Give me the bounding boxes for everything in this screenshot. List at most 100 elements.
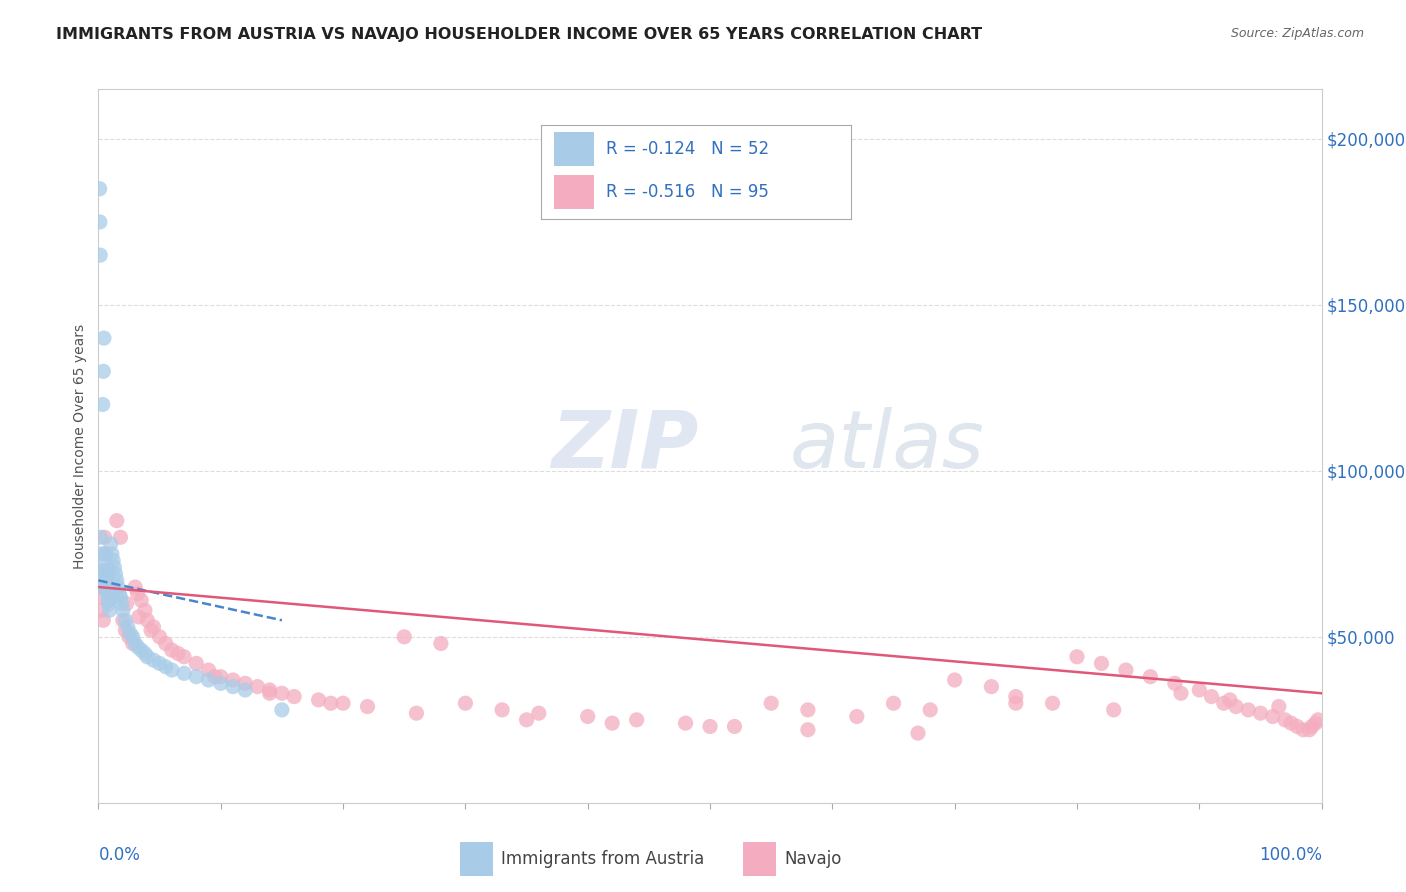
Point (89, 215, 111, 229)
Point (139, 624, 162, 638)
Point (259, 686, 281, 700)
Point (91, 397, 114, 411)
Point (1261, 709, 1284, 723)
Point (173, 649, 195, 664)
Point (1268, 699, 1291, 714)
Point (90, 570, 112, 584)
Point (91, 603, 114, 617)
Point (108, 587, 131, 601)
Point (173, 666, 195, 681)
Point (94, 547, 117, 561)
Point (845, 709, 868, 723)
Point (246, 680, 269, 694)
Point (270, 686, 294, 700)
Point (89, 248, 111, 262)
Point (103, 560, 125, 574)
Point (121, 636, 143, 650)
Point (797, 703, 820, 717)
FancyBboxPatch shape (554, 132, 593, 166)
Point (142, 653, 165, 667)
Point (1188, 682, 1211, 697)
Point (186, 657, 208, 671)
Point (94, 564, 117, 578)
Text: IMMIGRANTS FROM AUSTRIA VS NAVAJO HOUSEHOLDER INCOME OVER 65 YEARS CORRELATION C: IMMIGRANTS FROM AUSTRIA VS NAVAJO HOUSEH… (56, 27, 983, 42)
Point (1066, 649, 1088, 664)
Text: Navajo: Navajo (785, 849, 841, 868)
Point (136, 649, 159, 664)
Point (197, 663, 219, 677)
Point (675, 716, 697, 731)
Point (103, 583, 125, 598)
Point (209, 676, 232, 690)
Point (127, 640, 149, 654)
Point (105, 514, 128, 528)
FancyBboxPatch shape (554, 176, 593, 210)
Point (283, 690, 305, 704)
Point (93, 547, 115, 561)
Point (100, 537, 122, 551)
Point (107, 580, 129, 594)
Point (1301, 719, 1323, 733)
Point (115, 597, 138, 611)
Point (626, 713, 648, 727)
Point (797, 723, 820, 737)
Point (943, 673, 966, 687)
FancyBboxPatch shape (744, 842, 776, 876)
Point (222, 673, 245, 687)
Point (308, 693, 330, 707)
Text: 100.0%: 100.0% (1258, 846, 1322, 863)
Point (204, 670, 226, 684)
Point (89, 182, 111, 196)
Point (101, 590, 124, 604)
Point (699, 719, 721, 733)
Point (90, 547, 112, 561)
Point (90, 530, 112, 544)
Point (97, 587, 120, 601)
Point (111, 613, 134, 627)
Point (1090, 657, 1112, 671)
Point (97, 564, 120, 578)
Point (405, 706, 427, 721)
Point (90, 590, 112, 604)
Text: ZIP: ZIP (551, 407, 699, 485)
Point (96, 570, 118, 584)
Point (94, 557, 117, 571)
Point (392, 630, 416, 644)
Point (160, 643, 183, 657)
Point (233, 682, 256, 697)
Point (96, 570, 118, 584)
Point (104, 566, 127, 581)
Point (97, 593, 120, 607)
Point (134, 647, 156, 661)
Point (197, 673, 219, 687)
Point (209, 670, 232, 684)
Text: Immigrants from Austria: Immigrants from Austria (501, 849, 704, 868)
Point (134, 603, 156, 617)
Point (1225, 699, 1247, 714)
Point (883, 696, 905, 710)
Point (160, 663, 183, 677)
Point (129, 593, 152, 607)
Text: R = -0.516   N = 95: R = -0.516 N = 95 (606, 184, 769, 202)
Point (1115, 663, 1137, 677)
Point (356, 699, 378, 714)
Text: 0.0%: 0.0% (98, 846, 141, 863)
Point (186, 670, 208, 684)
Text: atlas: atlas (790, 407, 984, 485)
Point (1305, 716, 1327, 731)
FancyBboxPatch shape (460, 842, 494, 876)
Point (1201, 690, 1223, 704)
Point (110, 590, 132, 604)
Point (120, 626, 142, 640)
Point (761, 696, 783, 710)
Point (97, 597, 120, 611)
Point (491, 703, 513, 717)
Point (167, 647, 190, 661)
Point (89, 580, 111, 594)
Point (121, 630, 143, 644)
Point (527, 706, 550, 721)
Point (129, 643, 152, 657)
Point (155, 636, 177, 650)
Point (111, 597, 134, 611)
Point (93, 331, 115, 345)
